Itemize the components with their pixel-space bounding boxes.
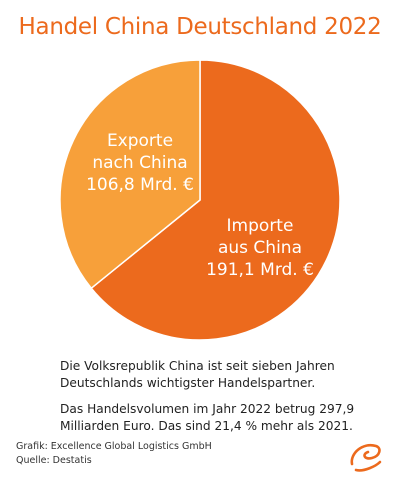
slice-label-line: aus China	[217, 238, 302, 258]
credit-quelle: Quelle: Destatis	[16, 455, 92, 466]
credit-grafik: Grafik: Excellence Global Logistics GmbH	[16, 441, 212, 452]
pie-slice-imports	[90, 59, 341, 341]
slice-label-imports: Importe aus China 191,1 Mrd. €	[190, 215, 330, 281]
slice-label-line: Importe	[226, 216, 294, 236]
slice-label-line: Exporte	[106, 131, 174, 151]
notes: Die Volksrepublik China ist seit sieben …	[60, 358, 370, 444]
note-partner: Die Volksrepublik China ist seit sieben …	[60, 359, 335, 390]
chart-title: Handel China Deutschland 2022	[18, 14, 382, 40]
slice-label-line: 106,8 Mrd. €	[86, 175, 194, 195]
slice-label-line: 191,1 Mrd. €	[206, 260, 314, 280]
pie-slice-exports	[59, 59, 201, 290]
logo-swirl-icon	[350, 443, 382, 472]
slice-label-exports: Exporte nach China 106,8 Mrd. €	[70, 130, 210, 196]
credits: Grafik: Excellence Global Logistics GmbH…	[16, 440, 212, 468]
note-volume: Das Handelsvolumen im Jahr 2022 betrug 2…	[60, 402, 355, 433]
slice-label-line: nach China	[92, 153, 188, 173]
